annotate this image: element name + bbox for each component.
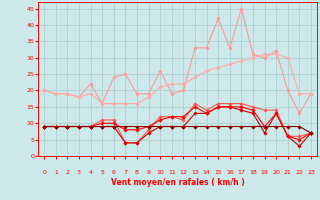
X-axis label: Vent moyen/en rafales ( km/h ): Vent moyen/en rafales ( km/h ) <box>111 178 244 187</box>
